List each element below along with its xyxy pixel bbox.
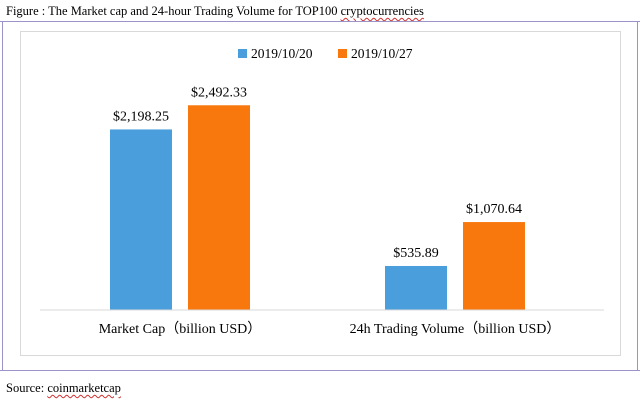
legend-label-1: 2019/10/20 — [251, 46, 313, 61]
bar-chart: 2019/10/20 2019/10/27 $2,198.25 $2,492.33 M… — [0, 0, 640, 407]
category-label: Market Cap（billion USD） — [99, 321, 262, 337]
chart-legend: 2019/10/20 2019/10/27 — [238, 46, 413, 61]
data-label: $2,198.25 — [113, 109, 169, 124]
data-label: $535.89 — [393, 246, 439, 261]
bar-series-1-market-cap — [110, 129, 172, 310]
bar-series-2-trading-volume — [463, 222, 525, 310]
bar-series-1-trading-volume — [385, 266, 447, 310]
data-label: $1,070.64 — [466, 202, 522, 217]
source-caption-text: Source: — [6, 381, 47, 395]
source-caption: Source: coinmarketcap — [6, 381, 121, 396]
legend-label-2: 2019/10/27 — [351, 46, 413, 61]
bar-series-2-market-cap — [188, 105, 250, 310]
legend-swatch-2 — [338, 49, 347, 58]
category-label: 24h Trading Volume（billion USD） — [350, 321, 561, 337]
data-label: $2,492.33 — [191, 85, 247, 100]
chart-bars — [110, 105, 525, 310]
legend-swatch-1 — [238, 49, 247, 58]
source-caption-underlined: coinmarketcap — [47, 381, 121, 395]
